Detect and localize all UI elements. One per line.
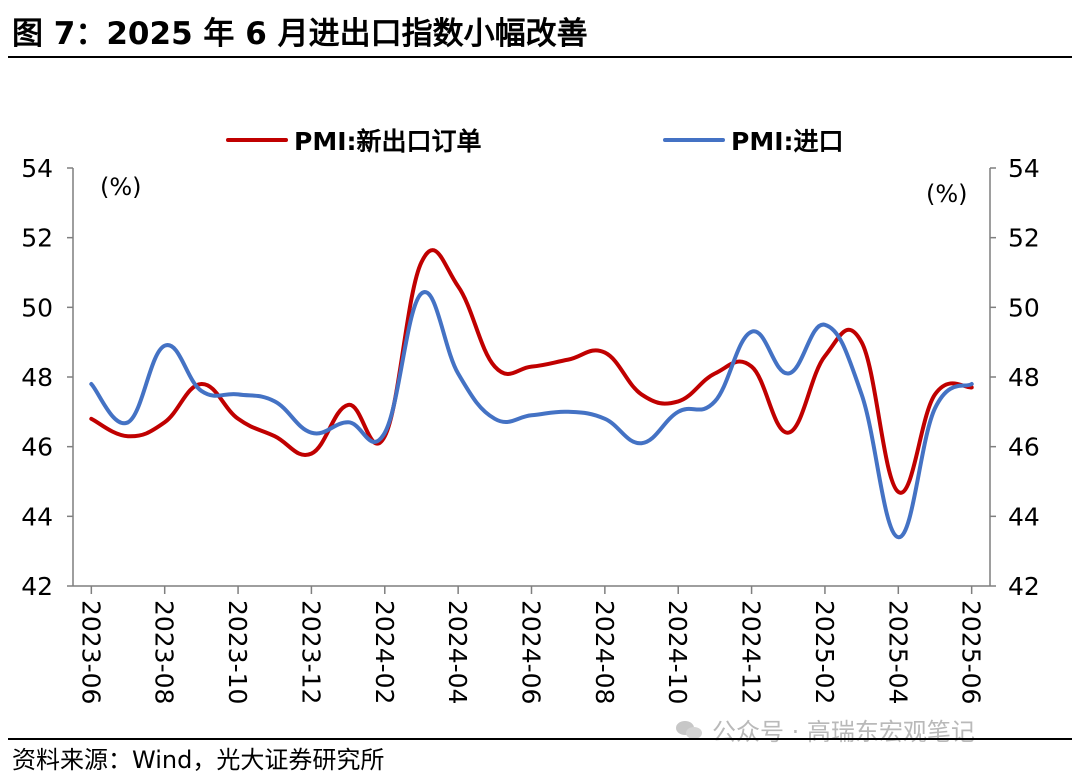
line-chart: PMI:新出口订单 PMI:进口 42 42 44 44 46 46 48 48 50 50 52 52… <box>21 127 1040 704</box>
y-tick-label-left: 46 <box>21 433 53 462</box>
title-rule <box>8 56 1072 58</box>
x-tick-label: 2025-04 <box>883 600 912 704</box>
y-tick-label-right: 54 <box>1008 154 1040 183</box>
y-tick-label-right: 52 <box>1008 224 1040 253</box>
y-tick-label-right: 46 <box>1008 433 1040 462</box>
chart-series <box>89 248 974 540</box>
x-tick-label: 2024-08 <box>590 600 619 704</box>
series-line-2 <box>89 290 974 540</box>
y-tick-label-right: 44 <box>1008 502 1040 531</box>
x-tick-label: 2024-04 <box>443 600 472 704</box>
legend-label-1: PMI:新出口订单 <box>294 127 482 156</box>
x-tick-label: 2023-10 <box>223 600 252 704</box>
y-tick-label-right: 48 <box>1008 363 1040 392</box>
chart-axes: 42 42 44 44 46 46 48 48 50 50 52 52 54 54 2023-06 2023-… <box>21 154 1040 704</box>
x-tick-label: 2025-02 <box>810 600 839 704</box>
y-tick-label-right: 42 <box>1008 572 1040 601</box>
y-tick-label-left: 42 <box>21 572 53 601</box>
x-tick-label: 2024-06 <box>517 600 546 704</box>
wechat-icon <box>676 719 704 741</box>
x-tick-label: 2025-06 <box>957 600 986 704</box>
x-tick-label: 2023-06 <box>76 600 105 704</box>
watermark: 公众号 · 高瑞东宏观笔记 <box>676 712 975 747</box>
figure-title: 图 7：2025 年 6 月进出口指数小幅改善 <box>12 16 588 52</box>
watermark-text: 公众号 · 高瑞东宏观笔记 <box>712 718 975 746</box>
y-tick-label-left: 54 <box>21 154 53 183</box>
y-tick-label-right: 50 <box>1008 293 1040 322</box>
source-note: 资料来源：Wind，光大证券研究所 <box>12 746 385 774</box>
series-line-1 <box>89 248 974 495</box>
x-tick-label: 2023-12 <box>296 600 325 704</box>
y-tick-label-left: 50 <box>21 293 53 322</box>
y-tick-label-left: 44 <box>21 502 53 531</box>
source-rule <box>8 738 1072 740</box>
y-axis-unit-left: (%) <box>100 173 142 201</box>
y-axis-unit-right: (%) <box>926 180 968 208</box>
y-tick-label-left: 52 <box>21 224 53 253</box>
x-tick-label: 2024-12 <box>737 600 766 704</box>
x-tick-label: 2024-10 <box>663 600 692 704</box>
x-tick-label: 2023-08 <box>150 600 179 704</box>
y-tick-label-left: 48 <box>21 363 53 392</box>
legend-label-2: PMI:进口 <box>731 127 844 156</box>
x-tick-label: 2024-02 <box>370 600 399 704</box>
chart-legend: PMI:新出口订单 PMI:进口 <box>226 127 844 156</box>
